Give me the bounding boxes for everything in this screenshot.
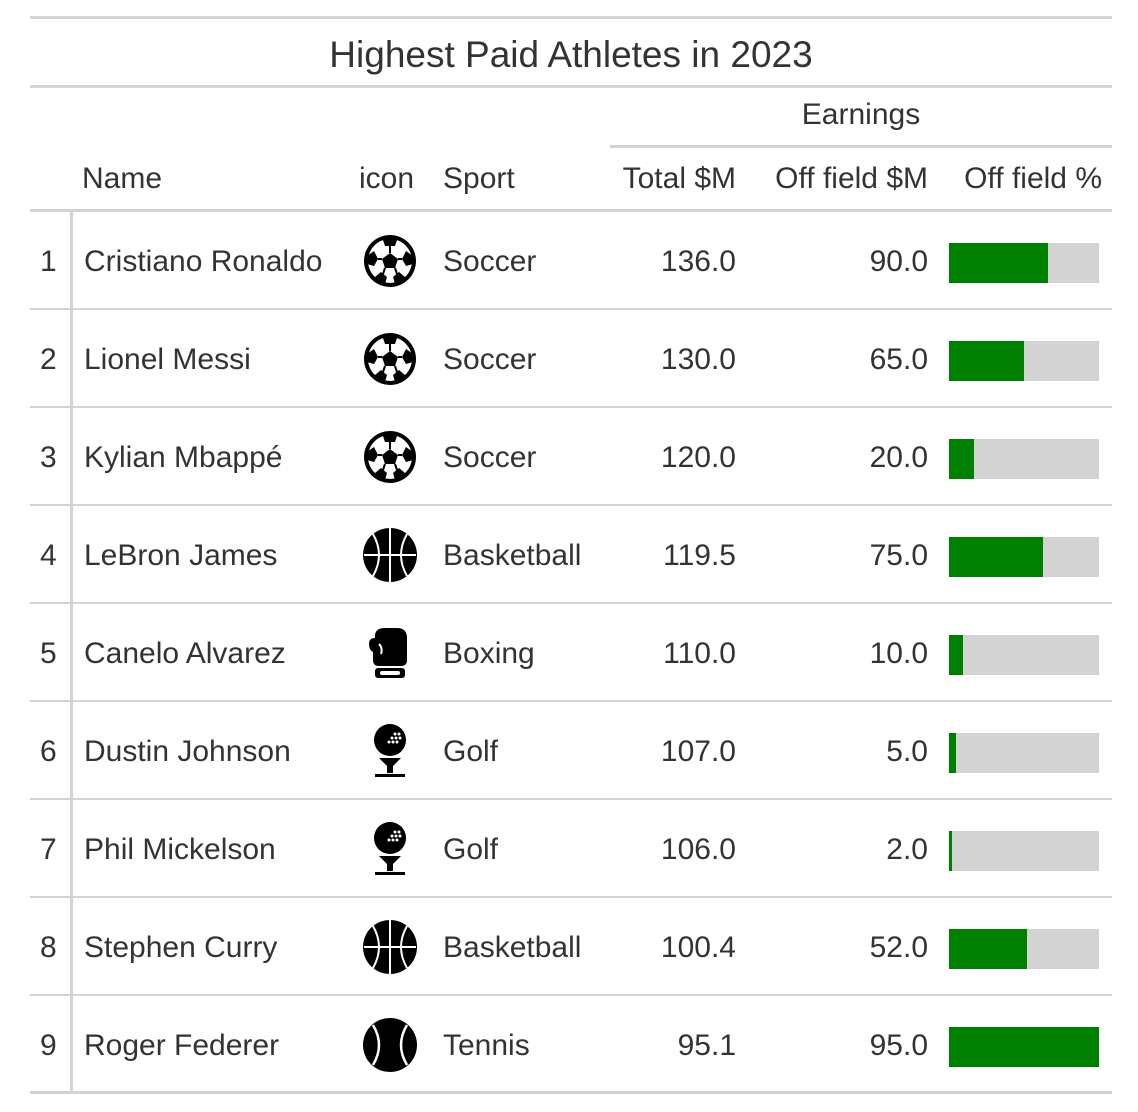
sport-label: Basketball xyxy=(443,539,582,572)
boxing-glove-icon xyxy=(361,624,419,682)
off-field-pct-bar-fill xyxy=(949,635,963,675)
soccer-ball-icon xyxy=(361,428,419,486)
athlete-name: Stephen Curry xyxy=(84,931,278,964)
table-row: 8 Stephen Curry Basketball 100.4 52.0 xyxy=(30,898,1112,996)
off-field-pct-bar-fill xyxy=(949,733,957,773)
row-number: 6 xyxy=(40,735,57,768)
off-field-earnings: 2.0 xyxy=(886,833,928,866)
column-header-total: Total $M xyxy=(622,162,736,195)
off-field-earnings: 52.0 xyxy=(869,931,928,964)
sport-label: Basketball xyxy=(443,931,582,964)
off-field-earnings: 75.0 xyxy=(869,539,928,572)
table-row: 2 Lionel Messi Soccer 130.0 65.0 xyxy=(30,310,1112,408)
top-rule xyxy=(30,16,1112,19)
row-number: 9 xyxy=(40,1029,57,1062)
athlete-name: Lionel Messi xyxy=(84,343,251,376)
total-earnings: 107.0 xyxy=(660,735,736,768)
column-header-sport: Sport xyxy=(443,162,515,195)
off-field-pct-bar-fill xyxy=(949,831,952,871)
off-field-pct-bar-fill xyxy=(949,537,1044,577)
column-header-icon: icon xyxy=(359,162,415,195)
total-earnings: 110.0 xyxy=(663,637,736,670)
off-field-pct-bar-fill xyxy=(949,341,1024,381)
total-earnings: 100.4 xyxy=(660,931,736,964)
spanner-rule xyxy=(610,145,1112,148)
off-field-pct-bar-track xyxy=(949,243,1099,283)
total-earnings: 119.5 xyxy=(663,539,736,572)
table-row: 7 Phil Mickelson Golf 106.0 2.0 xyxy=(30,800,1112,898)
soccer-ball-icon xyxy=(361,232,419,290)
total-earnings: 106.0 xyxy=(660,833,736,866)
athlete-name: LeBron James xyxy=(84,539,278,572)
table-row: 4 LeBron James Basketball 119.5 75.0 xyxy=(30,506,1112,604)
soccer-ball-icon xyxy=(361,330,419,388)
off-field-earnings: 20.0 xyxy=(869,441,928,474)
athlete-name: Roger Federer xyxy=(84,1029,280,1062)
athletes-table: Highest Paid Athletes in 2023 Earnings N… xyxy=(30,16,1112,1094)
sport-label: Boxing xyxy=(443,637,535,670)
off-field-earnings: 90.0 xyxy=(869,245,928,278)
row-number: 7 xyxy=(40,833,57,866)
sport-label: Soccer xyxy=(443,441,537,474)
total-earnings: 136.0 xyxy=(660,245,736,278)
tennis-ball-icon xyxy=(361,1016,419,1074)
athlete-name: Canelo Alvarez xyxy=(84,637,286,670)
row-number: 3 xyxy=(40,441,57,474)
golf-ball-tee-icon xyxy=(361,820,419,878)
off-field-pct-bar-fill xyxy=(949,243,1048,283)
athlete-name: Cristiano Ronaldo xyxy=(84,245,323,278)
table-row: 5 Canelo Alvarez Boxing 110.0 10.0 xyxy=(30,604,1112,702)
table-body: 1 Cristiano Ronaldo Soccer 136.0 90.0 2 Lionel… xyxy=(30,212,1112,1094)
column-header-row: Name icon Sport Total $M Off field $M Of… xyxy=(30,148,1112,209)
sport-label: Soccer xyxy=(443,343,537,376)
golf-ball-tee-icon xyxy=(361,722,419,780)
column-header-off-field: Off field $M xyxy=(775,162,928,195)
off-field-pct-bar-track xyxy=(949,831,1099,871)
off-field-pct-bar-track xyxy=(949,733,1099,773)
sport-label: Golf xyxy=(443,833,499,866)
total-earnings: 120.0 xyxy=(660,441,736,474)
basketball-icon xyxy=(361,918,419,976)
earnings-spanner: Earnings xyxy=(610,88,1112,148)
basketball-icon xyxy=(361,526,419,584)
athlete-name: Kylian Mbappé xyxy=(84,441,283,474)
column-header-name: Name xyxy=(82,162,163,195)
row-number: 4 xyxy=(40,539,57,572)
off-field-pct-bar-fill xyxy=(949,1027,1099,1067)
off-field-earnings: 10.0 xyxy=(869,637,928,670)
column-header-off-field-pct: Off field % xyxy=(964,162,1102,195)
off-field-earnings: 65.0 xyxy=(869,343,928,376)
sport-label: Tennis xyxy=(443,1029,530,1062)
off-field-pct-bar-track xyxy=(949,635,1099,675)
total-earnings: 95.1 xyxy=(677,1029,736,1062)
row-number: 5 xyxy=(40,637,57,670)
off-field-pct-bar-track xyxy=(949,537,1099,577)
sport-label: Golf xyxy=(443,735,499,768)
athlete-name: Phil Mickelson xyxy=(84,833,276,866)
off-field-pct-bar-track xyxy=(949,439,1099,479)
total-earnings: 130.0 xyxy=(660,343,736,376)
athlete-name: Dustin Johnson xyxy=(84,735,291,768)
earnings-spanner-label: Earnings xyxy=(801,98,921,131)
off-field-earnings: 95.0 xyxy=(869,1029,928,1062)
off-field-earnings: 5.0 xyxy=(886,735,928,768)
off-field-pct-bar-track xyxy=(949,929,1099,969)
off-field-pct-bar-track xyxy=(949,1027,1099,1067)
off-field-pct-bar-track xyxy=(949,341,1099,381)
table-title: Highest Paid Athletes in 2023 xyxy=(329,34,813,75)
table-row: 3 Kylian Mbappé Soccer 120.0 20.0 xyxy=(30,408,1112,506)
row-number: 2 xyxy=(40,343,57,376)
off-field-pct-bar-fill xyxy=(949,439,975,479)
sport-label: Soccer xyxy=(443,245,537,278)
row-number: 1 xyxy=(40,245,57,278)
stub-rule xyxy=(70,212,73,1094)
table-row: 1 Cristiano Ronaldo Soccer 136.0 90.0 xyxy=(30,212,1112,310)
off-field-pct-bar-fill xyxy=(949,929,1027,969)
spanner-row: Earnings xyxy=(30,88,1112,148)
title-rule xyxy=(30,85,1112,88)
table-row: 6 Dustin Johnson Golf 107.0 5.0 xyxy=(30,702,1112,800)
table-row: 9 Roger Federer Tennis 95.1 95.0 xyxy=(30,996,1112,1094)
header-rule xyxy=(30,209,1112,212)
row-number: 8 xyxy=(40,931,57,964)
